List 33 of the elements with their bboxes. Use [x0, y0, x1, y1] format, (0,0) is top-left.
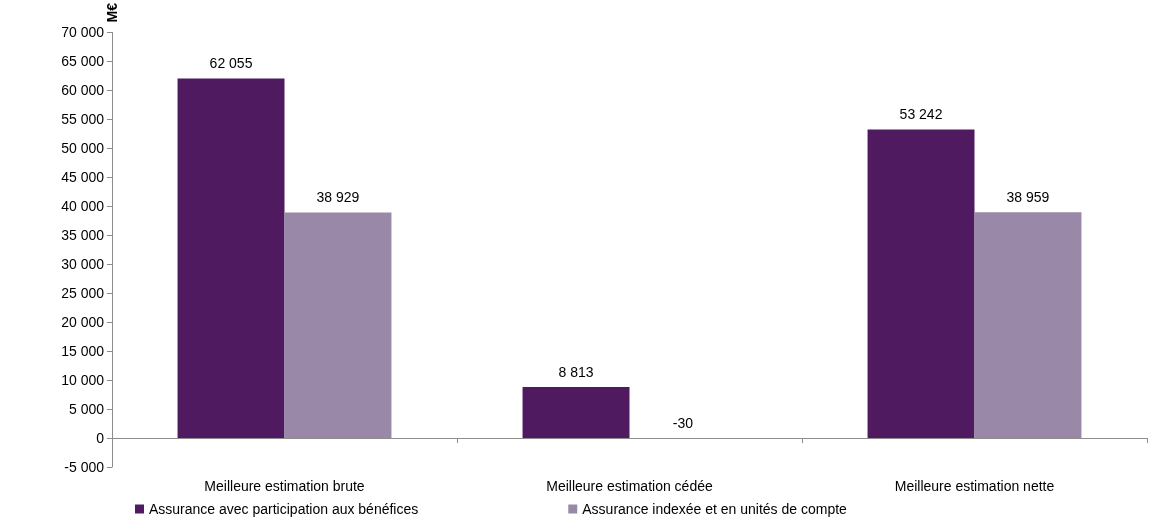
bar: [284, 212, 392, 439]
data-label: 38 929: [316, 189, 360, 206]
legend-label: Assurance avec participation aux bénéfices: [149, 501, 419, 517]
x-tick-label: Meilleure estimation brute: [204, 478, 365, 494]
y-tick-label: 25 000: [61, 285, 105, 302]
bar: [867, 129, 975, 439]
data-label: 38 959: [1006, 189, 1050, 206]
y-tick-label: 0: [96, 430, 105, 447]
y-tick-label: 40 000: [61, 198, 105, 215]
data-label: -30: [672, 415, 694, 432]
y-tick-label: 30 000: [61, 256, 105, 273]
y-tick-label: 20 000: [61, 314, 105, 331]
y-tick-label: 10 000: [61, 372, 105, 389]
y-tick-label: 5 000: [68, 401, 105, 418]
y-tick-label: 55 000: [61, 111, 105, 128]
y-tick-label: 15 000: [61, 343, 105, 360]
data-label: 53 242: [899, 106, 943, 123]
data-label: 62 055: [209, 55, 253, 72]
y-axis-title: M€: [104, 2, 120, 23]
bar: [974, 212, 1082, 439]
data-label: 8 813: [558, 363, 594, 380]
bar: [177, 78, 285, 439]
x-tick-label: Meilleure estimation nette: [894, 478, 1055, 494]
legend-label: Assurance indexée et en unités de compte: [582, 501, 848, 517]
y-tick-label: 60 000: [61, 82, 105, 99]
bar: [522, 386, 630, 439]
y-tick-label: 65 000: [61, 53, 105, 70]
y-tick-label: 70 000: [61, 24, 105, 41]
y-tick-label: 35 000: [61, 227, 105, 244]
y-tick-label: -5 000: [64, 459, 105, 475]
y-tick-label: 45 000: [61, 169, 105, 186]
x-tick-label: Meilleure estimation cédée: [546, 478, 713, 494]
y-tick-label: 50 000: [61, 140, 105, 157]
